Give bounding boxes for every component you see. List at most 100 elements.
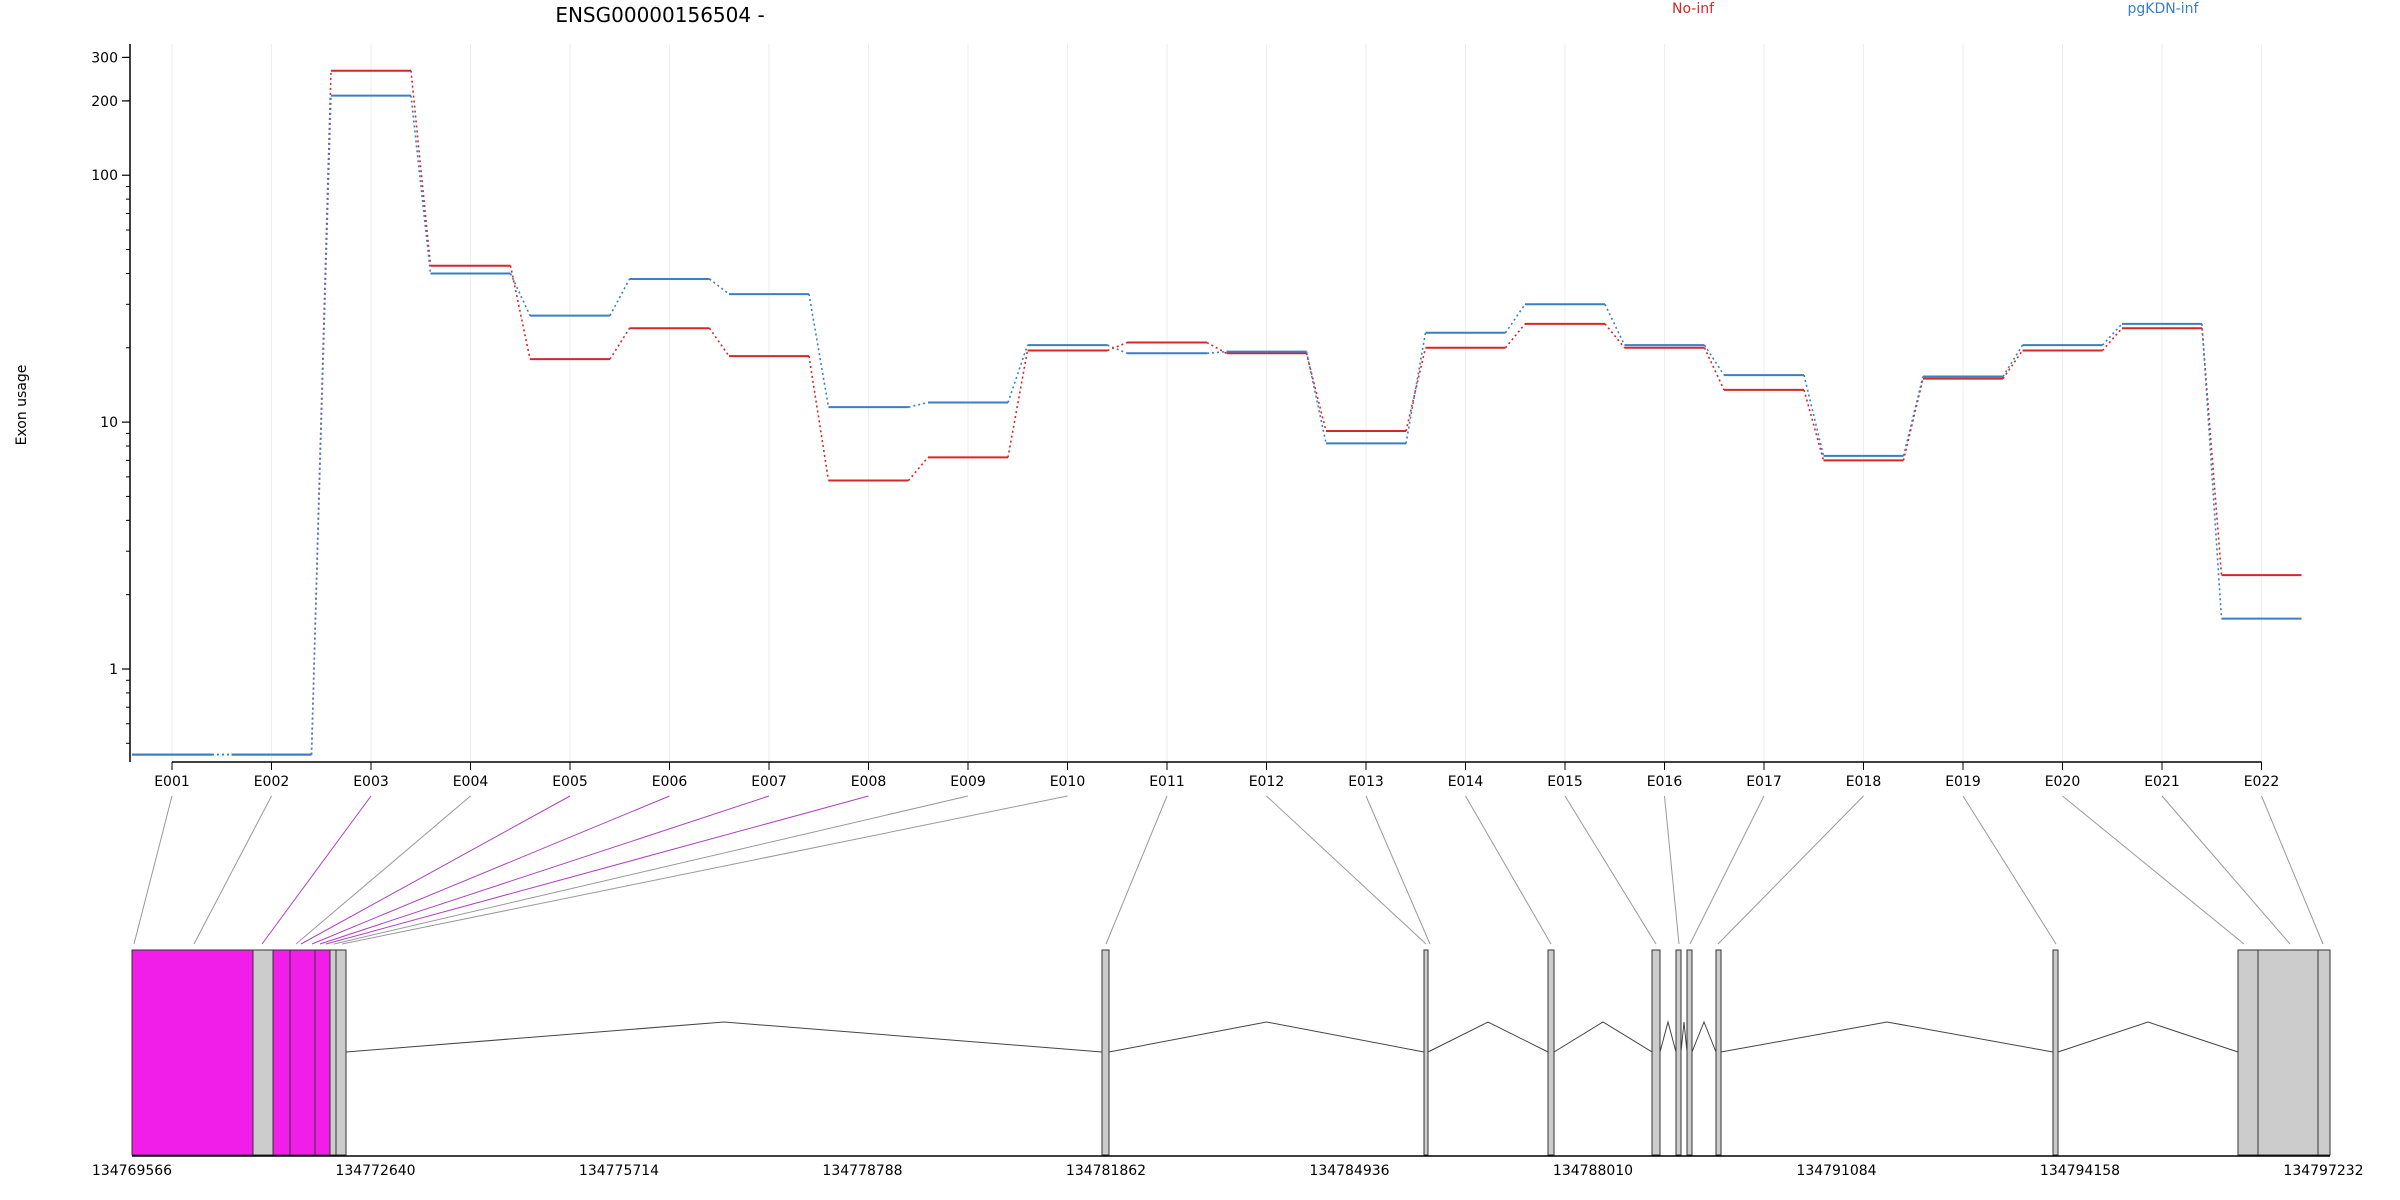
series-lines bbox=[132, 69, 2302, 756]
connector-pgKDN-inf bbox=[908, 401, 929, 408]
connector-No-inf bbox=[1803, 389, 1825, 461]
exon-block bbox=[1686, 949, 1693, 1156]
exon-block bbox=[2317, 949, 2331, 1156]
intron-line bbox=[1680, 1021, 1688, 1053]
y-tick-label: 300 bbox=[91, 50, 118, 66]
exon-block bbox=[1675, 949, 1682, 1156]
intron-line bbox=[1427, 1021, 1549, 1053]
y-tick-label: 10 bbox=[100, 415, 118, 431]
x-tick-label-E007: E007 bbox=[751, 774, 787, 790]
connector-No-inf bbox=[1405, 347, 1427, 432]
genomic-tick-label: 134797232 bbox=[2283, 1163, 2363, 1179]
exon-connector-E003 bbox=[261, 795, 372, 945]
exon-block bbox=[1101, 949, 1110, 1156]
exon-connector-E006 bbox=[311, 795, 670, 945]
x-tick-label-E001: E001 bbox=[154, 774, 190, 790]
exon-connector-E009 bbox=[333, 795, 969, 945]
genomic-axis: 134769566 134772640 134775714 134778788 1347… bbox=[92, 1155, 2364, 1179]
exon-connector-E021 bbox=[2161, 795, 2291, 945]
exon-connector-E012 bbox=[1266, 795, 1427, 945]
intron-line bbox=[1720, 1021, 2054, 1053]
genomic-tick-label: 134791084 bbox=[1796, 1163, 1876, 1179]
gridlines bbox=[171, 44, 2262, 762]
genomic-tick-label: 134788010 bbox=[1553, 1163, 1633, 1179]
x-tick-label-E018: E018 bbox=[1846, 774, 1882, 790]
x-tick-label-E011: E011 bbox=[1149, 774, 1185, 790]
connector-pgKDN-inf bbox=[1803, 374, 1825, 457]
gene-model bbox=[131, 949, 2331, 1156]
y-tick-label: 1 bbox=[109, 662, 118, 678]
x-tick-label-E010: E010 bbox=[1050, 774, 1086, 790]
genomic-tick-label: 134794158 bbox=[2040, 1163, 2120, 1179]
exon-block bbox=[252, 949, 274, 1156]
exon-block bbox=[1547, 949, 1555, 1156]
exon-connector-E008 bbox=[325, 795, 869, 945]
intron-line bbox=[1108, 1021, 1425, 1053]
exon-block bbox=[2052, 949, 2059, 1156]
connector-pgKDN-inf bbox=[1007, 344, 1029, 403]
connector-No-inf bbox=[1305, 353, 1327, 432]
x-tick-label-E012: E012 bbox=[1249, 774, 1285, 790]
connector-No-inf bbox=[509, 265, 531, 360]
exon-connector-E022 bbox=[2261, 795, 2324, 945]
x-tick-label-E022: E022 bbox=[2244, 774, 2280, 790]
y-axis-label: Exon usage bbox=[14, 365, 30, 446]
exon-block bbox=[2257, 949, 2319, 1156]
exon-connector-E015 bbox=[1564, 795, 1657, 945]
connector-No-inf bbox=[1504, 323, 1526, 349]
x-tick-label-E019: E019 bbox=[1945, 774, 1981, 790]
connector-pgKDN-inf bbox=[1206, 350, 1227, 355]
connector-pgKDN-inf bbox=[310, 95, 332, 755]
exon-block bbox=[1651, 949, 1661, 1156]
connector-No-inf bbox=[1007, 350, 1029, 458]
x-tick-label-E009: E009 bbox=[950, 774, 986, 790]
exon-block bbox=[1715, 949, 1722, 1156]
intron-line bbox=[1553, 1021, 1653, 1053]
connector-No-inf bbox=[1107, 341, 1128, 352]
chart-title: ENSG00000156504 - bbox=[555, 3, 764, 27]
genomic-tick-label: 134775714 bbox=[579, 1163, 659, 1179]
x-tick-label-E003: E003 bbox=[353, 774, 389, 790]
exon-block bbox=[314, 949, 331, 1156]
connector-pgKDN-inf bbox=[1504, 303, 1526, 334]
exon-block bbox=[329, 949, 337, 1156]
connector-No-inf bbox=[708, 327, 730, 357]
x-tick-label-E017: E017 bbox=[1746, 774, 1782, 790]
connector-pgKDN-inf bbox=[709, 278, 730, 295]
connector-pgKDN-inf bbox=[1604, 303, 1626, 346]
genomic-tick-label: 134784936 bbox=[1309, 1163, 1389, 1179]
connector-pgKDN-inf bbox=[2101, 323, 2123, 346]
y-tick-label: 200 bbox=[91, 94, 118, 110]
x-tick-label-E002: E002 bbox=[254, 774, 290, 790]
connector-pgKDN-inf bbox=[1405, 332, 1427, 444]
x-tick-label-E016: E016 bbox=[1647, 774, 1683, 790]
x-tick-label-E013: E013 bbox=[1348, 774, 1384, 790]
exon-block bbox=[289, 949, 316, 1156]
connector-pgKDN-inf bbox=[609, 278, 631, 316]
exon-connector-E013 bbox=[1365, 795, 1431, 945]
connector-No-inf bbox=[907, 456, 929, 482]
x-axis-ticks: E001 E002 E003 E004 E005 E006 E007 E008 E009 E010… bbox=[154, 762, 2279, 790]
connector-pgKDN-inf bbox=[509, 273, 531, 316]
exon-connector-E005 bbox=[300, 795, 571, 945]
exon-connector-E004 bbox=[295, 795, 471, 945]
exon-connectors bbox=[133, 795, 2324, 945]
connector-No-inf bbox=[2002, 350, 2024, 380]
exon-block bbox=[2237, 949, 2259, 1156]
x-tick-label-E021: E021 bbox=[2144, 774, 2180, 790]
x-tick-label-E015: E015 bbox=[1547, 774, 1583, 790]
connector-pgKDN-inf bbox=[2002, 344, 2024, 377]
connector-pgKDN-inf bbox=[410, 95, 432, 274]
connector-No-inf bbox=[1902, 378, 1924, 461]
connector-No-inf bbox=[2101, 327, 2123, 352]
exon-connector-E019 bbox=[1962, 795, 2057, 945]
connector-No-inf bbox=[1206, 341, 1227, 354]
genomic-tick-label: 134778788 bbox=[822, 1163, 902, 1179]
exon-connector-E014 bbox=[1465, 795, 1552, 945]
connector-pgKDN-inf bbox=[2201, 323, 2223, 619]
exon-connector-E010 bbox=[341, 795, 1068, 945]
exon-connector-E017 bbox=[1689, 795, 1765, 945]
x-tick-label-E020: E020 bbox=[2045, 774, 2081, 790]
exon-connector-E016 bbox=[1664, 795, 1680, 945]
